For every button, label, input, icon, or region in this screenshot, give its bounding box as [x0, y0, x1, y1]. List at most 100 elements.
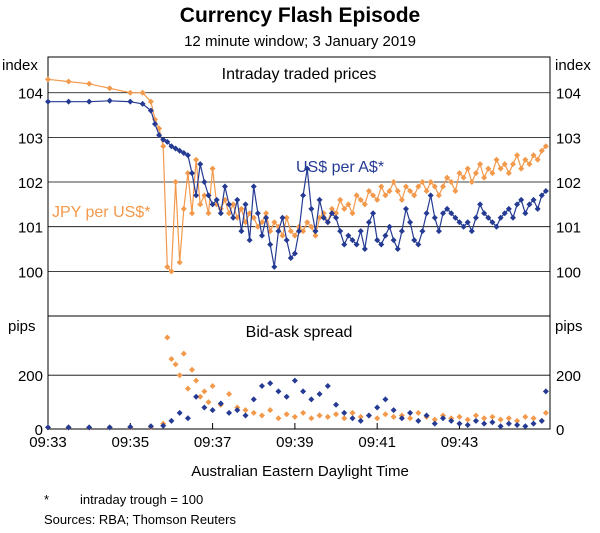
jpy-point	[349, 210, 356, 217]
aud-point	[291, 377, 298, 384]
aud-point	[361, 246, 368, 253]
jpy-point	[176, 372, 183, 379]
jpy-point	[106, 85, 113, 92]
aud-point	[509, 214, 516, 221]
jpy-point	[300, 228, 307, 235]
aud-series-prices	[45, 97, 549, 270]
aud-point	[472, 214, 479, 221]
jpy-point	[386, 187, 393, 194]
aud-point	[402, 205, 409, 212]
aud-point	[230, 214, 237, 221]
jpy-point	[45, 76, 51, 83]
jpy-point	[139, 89, 146, 96]
jpy-point	[180, 205, 187, 212]
aud-point	[205, 192, 212, 199]
aud-point	[86, 98, 93, 105]
aud-point	[489, 219, 496, 226]
aud-point	[279, 214, 286, 221]
jpy-point	[291, 232, 298, 239]
aud-point	[431, 214, 438, 221]
aud-point	[460, 223, 467, 230]
aud-point	[127, 423, 134, 430]
plot-frame	[47, 56, 551, 430]
aud-point	[106, 97, 113, 104]
aud-point	[287, 254, 294, 261]
price-panel-title: Intraday traded prices	[222, 66, 377, 83]
aud-point	[127, 98, 134, 105]
aud-point	[386, 223, 393, 230]
jpy-point	[197, 201, 204, 208]
jpy-point	[193, 156, 200, 163]
x-tick-label: 09:43	[441, 434, 479, 451]
aud-point	[534, 205, 541, 212]
y-tick-label-right: 0	[556, 422, 564, 439]
y-tick-label-right: 100	[556, 264, 581, 281]
aud-point	[514, 421, 521, 428]
aud-point	[176, 409, 183, 416]
aud-point	[489, 419, 496, 426]
jpy-point	[522, 413, 529, 420]
jpy-point	[164, 334, 171, 341]
aud-point	[189, 170, 196, 177]
aud-point	[308, 396, 315, 403]
jpy-point	[370, 192, 377, 199]
aud-point	[147, 423, 154, 430]
jpy-point	[147, 98, 154, 105]
aud-point	[86, 424, 93, 431]
jpy-point	[172, 361, 179, 368]
aud-point	[300, 192, 307, 199]
aud-point	[349, 415, 356, 422]
jpy-point	[374, 196, 381, 203]
aud-point	[464, 421, 471, 428]
aud-point	[217, 210, 224, 217]
aud-point	[184, 152, 191, 159]
aud-point	[353, 241, 360, 248]
jpy-point	[205, 210, 212, 217]
aud-point	[407, 219, 414, 226]
aud-point	[201, 404, 208, 411]
jpy-point	[333, 210, 340, 217]
jpy-point	[382, 192, 389, 199]
y-tick-label-left: 0	[35, 422, 43, 439]
jpy-point	[201, 388, 208, 395]
aud-point	[184, 415, 191, 422]
footnote-marker: *	[44, 492, 49, 507]
jpy-point	[431, 416, 438, 423]
aud-point	[374, 237, 381, 244]
jpy-point	[189, 366, 196, 373]
jpy-point	[501, 161, 508, 168]
jpy-point	[193, 377, 200, 384]
aud-point	[518, 196, 525, 203]
aud-point	[341, 241, 348, 248]
jpy-point	[497, 416, 504, 423]
aud-point	[501, 210, 508, 217]
jpy-point	[168, 268, 175, 275]
jpy-point	[258, 412, 265, 419]
aud-point	[505, 420, 512, 427]
aud-series-label: US$ per A$*	[296, 159, 384, 176]
jpy-point	[333, 411, 340, 418]
aud-point	[300, 388, 307, 395]
jpy-point	[65, 78, 72, 85]
spread-panel-title: Bid-ask spread	[246, 324, 353, 341]
aud-point	[390, 407, 397, 414]
jpy-point	[489, 170, 496, 177]
aud-point	[168, 417, 175, 424]
aud-point	[341, 409, 348, 416]
jpy-point	[542, 143, 549, 150]
aud-point	[481, 420, 488, 427]
aud-point	[337, 228, 344, 235]
aud-point	[407, 409, 414, 416]
y-tick-label-left: 101	[18, 220, 43, 237]
jpy-point	[464, 416, 471, 423]
aud-point	[357, 417, 364, 424]
aud-point	[316, 391, 323, 398]
y-tick-label-right: 200	[556, 368, 581, 385]
aud-point	[176, 147, 183, 154]
jpy-point	[489, 413, 496, 420]
spread-unit-right: pips	[555, 318, 583, 335]
aud-point	[147, 107, 154, 114]
aud-point	[234, 196, 241, 203]
jpy-point	[312, 232, 319, 239]
jpy-point	[226, 391, 233, 398]
